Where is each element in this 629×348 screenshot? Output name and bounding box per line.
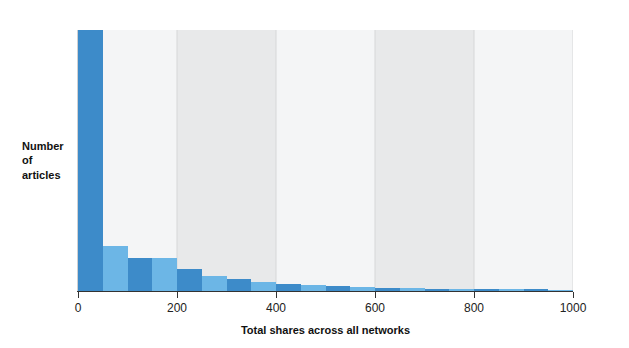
svg-text:Numberofarticles: Numberofarticles: [22, 140, 64, 181]
svg-text:800: 800: [464, 301, 484, 315]
svg-text:0: 0: [75, 301, 82, 315]
svg-text:200: 200: [167, 301, 187, 315]
svg-text:1000: 1000: [560, 301, 587, 315]
svg-text:600: 600: [365, 301, 385, 315]
svg-text:Total shares across all networ: Total shares across all networks: [241, 324, 410, 336]
svg-text:400: 400: [266, 301, 286, 315]
